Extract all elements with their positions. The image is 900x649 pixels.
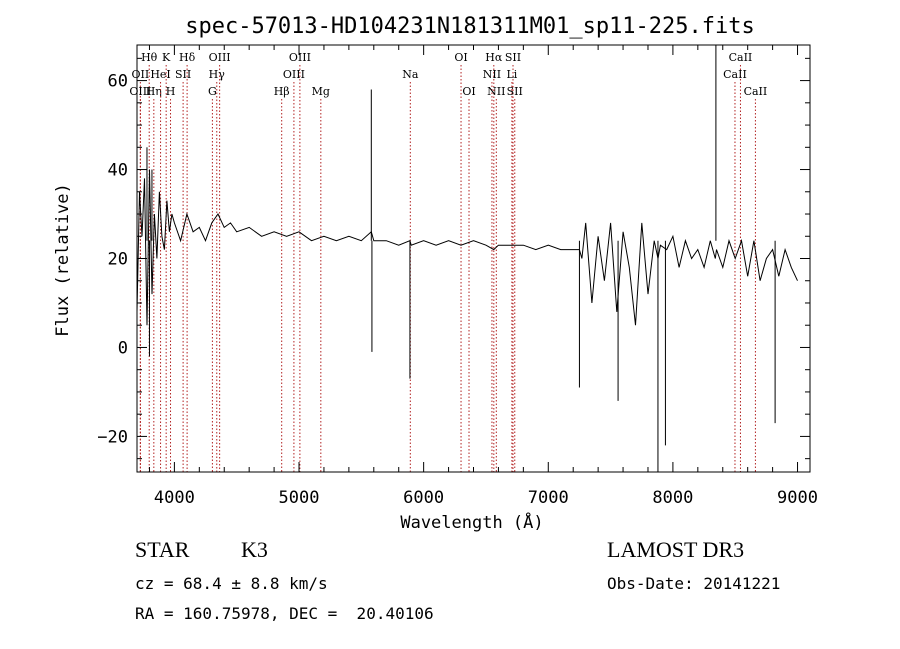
- x-tick-label-3: 7000: [528, 488, 569, 508]
- marker-label-10: Hγ: [209, 68, 226, 81]
- spectrum-layer: [136, 45, 798, 472]
- marker-label-26: CaII: [723, 68, 747, 81]
- marker-label-7: SII: [175, 68, 191, 81]
- y-tick-label-4: 60: [108, 72, 128, 92]
- axes: 4000 5000 6000 7000 8000 9000 −20 0 20 40 60: [97, 45, 818, 508]
- marker-label-5: HeI: [150, 68, 170, 81]
- marker-label-18: OI: [462, 85, 475, 98]
- redshift-readout: cz = 68.4 ± 8.8 km/s: [135, 574, 328, 593]
- marker-label-13: OIII: [289, 51, 311, 64]
- marker-label-4: K: [162, 51, 171, 64]
- x-tick-label-5: 9000: [777, 488, 818, 508]
- y-axis-label: Flux (relative): [53, 183, 73, 337]
- x-tick-label-2: 6000: [403, 488, 444, 508]
- marker-label-23: Li: [506, 68, 517, 81]
- marker-label-2: OIII: [129, 85, 151, 98]
- marker-label-20: NII: [483, 68, 501, 81]
- marker-label-15: Mg: [312, 85, 330, 98]
- x-axis-label: Wavelength (Å): [400, 511, 543, 533]
- class-label: STAR: [135, 537, 190, 562]
- x-tick-label-0: 4000: [154, 488, 195, 508]
- marker-label-8: Hδ: [179, 51, 196, 64]
- y-tick-label-2: 20: [108, 250, 128, 270]
- plot-frame: [136, 44, 811, 473]
- marker-label-24: SII: [507, 85, 523, 98]
- marker-label-1: OII: [132, 68, 150, 81]
- marker-label-12: Hβ: [274, 85, 290, 98]
- marker-label-16: Na: [402, 68, 419, 81]
- obs-date: Obs-Date: 20141221: [607, 574, 781, 593]
- marker-label-19: Hα: [485, 51, 503, 64]
- marker-label-25: CaII: [729, 51, 753, 64]
- y-tick-label-0: −20: [97, 427, 128, 447]
- marker-label-17: OI: [454, 51, 467, 64]
- marker-label-14: OIII: [283, 68, 305, 81]
- subclass-label: K3: [241, 537, 268, 562]
- marker-label-0: Hθ: [141, 51, 158, 64]
- marker-label-22: SII: [505, 51, 521, 64]
- marker-label-27: CaII: [744, 85, 768, 98]
- coordinates: RA = 160.75978, DEC = 20.40106: [135, 604, 434, 623]
- y-tick-label-3: 40: [108, 161, 128, 181]
- marker-label-3: Hη: [146, 85, 162, 98]
- spectrum-line: [136, 169, 798, 326]
- marker-label-9: OIII: [209, 51, 231, 64]
- y-tick-label-1: 0: [118, 338, 128, 358]
- marker-label-11: G: [208, 85, 217, 98]
- chart-title: spec-57013-HD104231N181311M01_sp11-225.f…: [185, 14, 755, 39]
- survey-label: LAMOST DR3: [607, 537, 745, 562]
- x-tick-label-1: 5000: [279, 488, 320, 508]
- x-tick-label-4: 8000: [652, 488, 693, 508]
- marker-label-21: NII: [487, 85, 505, 98]
- marker-label-6: H: [166, 85, 176, 98]
